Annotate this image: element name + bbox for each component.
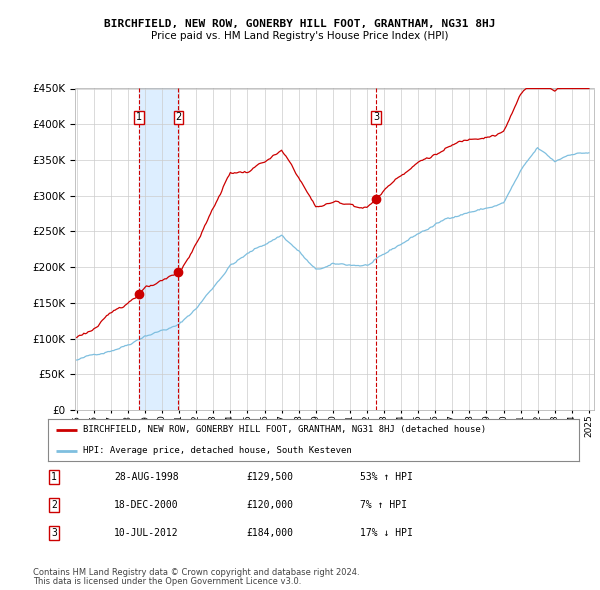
Bar (139, 88, 178, 410)
Text: £129,500: £129,500 (246, 472, 293, 481)
Text: 3: 3 (51, 529, 57, 538)
Text: 1: 1 (136, 113, 142, 123)
Text: 18-DEC-2000: 18-DEC-2000 (114, 500, 179, 510)
Text: 3: 3 (373, 113, 379, 123)
Text: This data is licensed under the Open Government Licence v3.0.: This data is licensed under the Open Gov… (33, 578, 301, 586)
Text: HPI: Average price, detached house, South Kesteven: HPI: Average price, detached house, Sout… (83, 446, 351, 455)
Text: £184,000: £184,000 (246, 529, 293, 538)
Text: Contains HM Land Registry data © Crown copyright and database right 2024.: Contains HM Land Registry data © Crown c… (33, 568, 359, 577)
Text: 10-JUL-2012: 10-JUL-2012 (114, 529, 179, 538)
Text: 53% ↑ HPI: 53% ↑ HPI (360, 472, 413, 481)
Text: 2: 2 (51, 500, 57, 510)
Text: 7% ↑ HPI: 7% ↑ HPI (360, 500, 407, 510)
Text: 28-AUG-1998: 28-AUG-1998 (114, 472, 179, 481)
Text: BIRCHFIELD, NEW ROW, GONERBY HILL FOOT, GRANTHAM, NG31 8HJ: BIRCHFIELD, NEW ROW, GONERBY HILL FOOT, … (104, 19, 496, 29)
Text: 1: 1 (51, 472, 57, 481)
Text: Price paid vs. HM Land Registry's House Price Index (HPI): Price paid vs. HM Land Registry's House … (151, 31, 449, 41)
Text: £120,000: £120,000 (246, 500, 293, 510)
Text: 17% ↓ HPI: 17% ↓ HPI (360, 529, 413, 538)
Text: BIRCHFIELD, NEW ROW, GONERBY HILL FOOT, GRANTHAM, NG31 8HJ (detached house): BIRCHFIELD, NEW ROW, GONERBY HILL FOOT, … (83, 425, 485, 434)
Text: 2: 2 (175, 113, 182, 123)
